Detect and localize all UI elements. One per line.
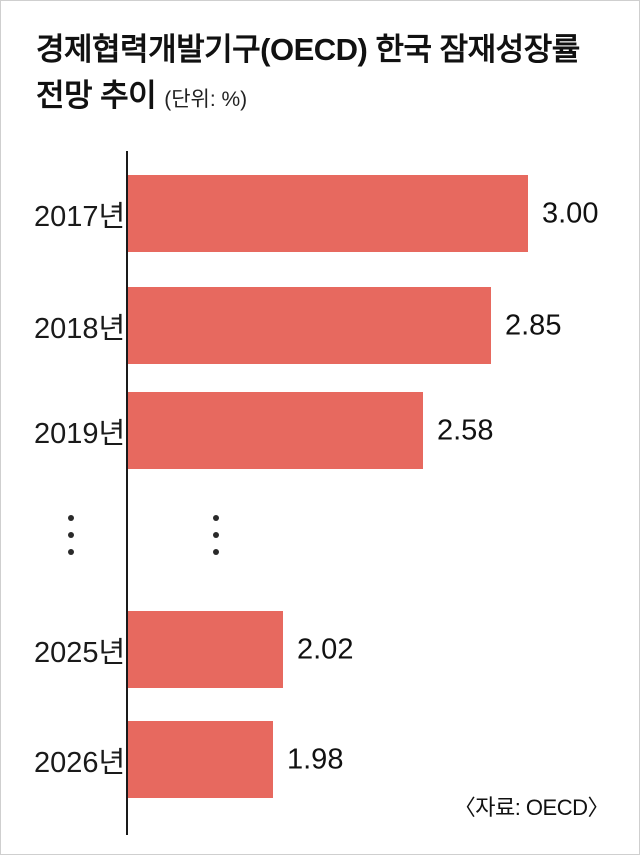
value-label: 1.98 — [287, 743, 344, 775]
chart-area: 2017년 3.00 2018년 2.85 2019년 2.58 2025년 2.02 2026… — [1, 151, 639, 854]
ellipsis-dot — [68, 549, 74, 555]
ellipsis-dot — [68, 515, 74, 521]
ellipsis-dot — [213, 532, 219, 538]
ellipsis-labels-column — [68, 515, 74, 555]
source-note: 〈자료: OECD〉 — [453, 795, 610, 820]
chart-title-line2: 전망 추이 — [36, 77, 157, 113]
bar-row: 2026년 1.98 — [1, 721, 639, 798]
value-label: 3.00 — [542, 197, 599, 229]
bar-row: 2017년 3.00 — [1, 175, 639, 252]
bar — [128, 175, 528, 252]
bar — [128, 611, 283, 688]
ellipsis — [1, 515, 639, 559]
category-label: 2019년 — [34, 417, 126, 450]
bar — [128, 721, 273, 798]
category-label: 2017년 — [34, 200, 126, 233]
ellipsis-dot — [68, 532, 74, 538]
value-label: 2.58 — [437, 414, 494, 446]
category-label: 2018년 — [34, 312, 126, 345]
category-label: 2025년 — [34, 636, 126, 669]
bar-row: 2018년 2.85 — [1, 287, 639, 364]
bar-row: 2025년 2.02 — [1, 611, 639, 688]
ellipsis-dot — [213, 549, 219, 555]
chart-title: 경제협력개발기구(OECD) 한국 잠재성장률 전망 추이 (단위: %) — [36, 27, 616, 119]
category-label: 2026년 — [34, 746, 126, 779]
value-label: 2.02 — [297, 633, 354, 665]
y-axis-line — [126, 151, 128, 835]
unit-label: (단위: %) — [164, 87, 248, 111]
ellipsis-bars-column — [213, 515, 219, 555]
bar-row: 2019년 2.58 — [1, 392, 639, 469]
ellipsis-dot — [213, 515, 219, 521]
bar — [128, 287, 491, 364]
bar — [128, 392, 423, 469]
chart-title-line1: 경제협력개발기구(OECD) 한국 잠재성장률 — [36, 32, 580, 67]
value-label: 2.85 — [505, 309, 562, 341]
